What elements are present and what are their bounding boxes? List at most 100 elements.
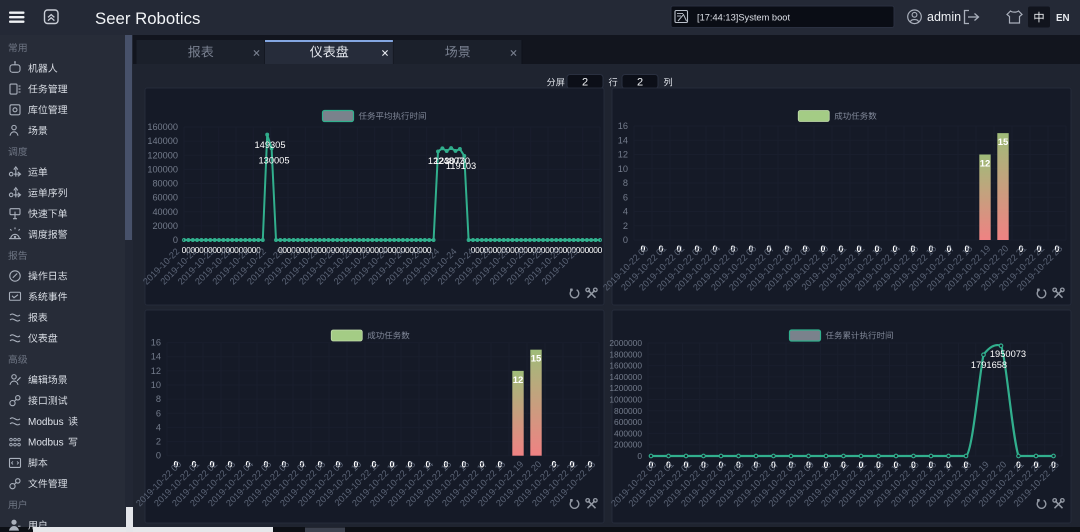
svg-text:0: 0 [876,460,881,470]
svg-text:0: 0 [498,460,503,470]
svg-text:149305: 149305 [254,140,285,150]
svg-text:0: 0 [875,244,880,254]
svg-text:0: 0 [536,245,541,255]
svg-text:0: 0 [390,460,395,470]
svg-text:0: 0 [637,451,642,461]
svg-text:0: 0 [225,245,230,255]
svg-text:1400000: 1400000 [609,372,642,382]
svg-text:0: 0 [174,460,179,470]
svg-text:0: 0 [666,460,671,470]
svg-text:0: 0 [964,460,969,470]
svg-text:0: 0 [331,245,336,255]
svg-text:10: 10 [618,164,628,174]
svg-text:0: 0 [1055,244,1060,254]
svg-text:0: 0 [859,460,864,470]
svg-text:0: 0 [545,245,550,255]
svg-text:Seer Robotics: Seer Robotics [95,9,200,28]
svg-text:0: 0 [771,460,776,470]
svg-text:0: 0 [291,245,296,255]
svg-text:80000: 80000 [152,179,178,189]
svg-text:0: 0 [300,460,305,470]
svg-text:0: 0 [549,245,554,255]
svg-text:0: 0 [221,245,226,255]
svg-text:400000: 400000 [614,428,642,438]
svg-text:119103: 119103 [446,161,476,171]
svg-text:200000: 200000 [614,440,642,450]
svg-text:0: 0 [414,245,419,255]
svg-text:160000: 160000 [147,122,178,132]
svg-text:0: 0 [789,460,794,470]
svg-text:16: 16 [151,338,161,348]
svg-text:1000000: 1000000 [609,395,642,405]
svg-text:0: 0 [501,245,506,255]
svg-text:0: 0 [344,245,349,255]
svg-text:0: 0 [623,235,628,245]
svg-text:0: 0 [392,245,397,255]
svg-text:admin: admin [927,10,961,24]
svg-text:2: 2 [156,437,161,447]
svg-text:0: 0 [911,244,916,254]
svg-text:2: 2 [623,221,628,231]
svg-text:4: 4 [156,422,161,432]
svg-text:1230730: 1230730 [434,156,470,166]
svg-text:Modbus: Modbus [28,438,64,449]
svg-text:0: 0 [372,460,377,470]
svg-text:0: 0 [243,245,248,255]
svg-text:0: 0 [313,245,318,255]
svg-text:0: 0 [911,460,916,470]
svg-text:0: 0 [304,245,309,255]
svg-text:2: 2 [582,76,588,88]
svg-text:0: 0 [731,244,736,254]
svg-text:16: 16 [618,121,628,131]
svg-text:0: 0 [317,245,322,255]
svg-text:0: 0 [186,245,191,255]
svg-text:0: 0 [471,245,476,255]
svg-text:0: 0 [309,245,314,255]
svg-text:8: 8 [623,178,628,188]
svg-text:0: 0 [479,245,484,255]
svg-text:0: 0 [506,245,511,255]
svg-text:0: 0 [649,460,654,470]
svg-text:0: 0 [379,245,384,255]
svg-text:0: 0 [335,245,340,255]
svg-text:0: 0 [857,244,862,254]
svg-text:0: 0 [326,245,331,255]
svg-text:0: 0 [278,245,283,255]
svg-text:0: 0 [462,460,467,470]
svg-text:0: 0 [519,245,524,255]
svg-text:0: 0 [894,460,899,470]
svg-text:EN: EN [1056,13,1070,24]
svg-text:600000: 600000 [614,417,642,427]
svg-text:4: 4 [623,207,628,217]
svg-text:0: 0 [182,245,187,255]
svg-text:0: 0 [190,245,195,255]
svg-text:1800000: 1800000 [609,349,642,359]
svg-text:0: 0 [426,460,431,470]
svg-text:0: 0 [552,460,557,470]
svg-text:0: 0 [484,245,489,255]
svg-text:0: 0 [239,245,244,255]
svg-text:130005: 130005 [258,156,289,166]
svg-text:0: 0 [366,245,371,255]
svg-text:0: 0 [806,460,811,470]
svg-text:0: 0 [409,245,414,255]
svg-text:0: 0 [497,245,502,255]
svg-text:0: 0 [576,245,581,255]
svg-text:0: 0 [282,245,287,255]
svg-text:1224807: 1224807 [428,156,464,166]
svg-text:0: 0 [252,245,257,255]
svg-text:0: 0 [422,245,427,255]
svg-text:0: 0 [695,244,700,254]
svg-text:0: 0 [701,460,706,470]
svg-text:0: 0 [234,245,239,255]
svg-text:0: 0 [195,245,200,255]
svg-text:0: 0 [541,245,546,255]
svg-text:0: 0 [173,235,178,245]
svg-text:0: 0 [361,245,366,255]
svg-text:20000: 20000 [152,221,178,231]
svg-text:0: 0 [354,460,359,470]
svg-text:1600000: 1600000 [609,361,642,371]
svg-text:0: 0 [965,244,970,254]
svg-text:0: 0 [287,245,292,255]
svg-text:15: 15 [531,354,542,365]
